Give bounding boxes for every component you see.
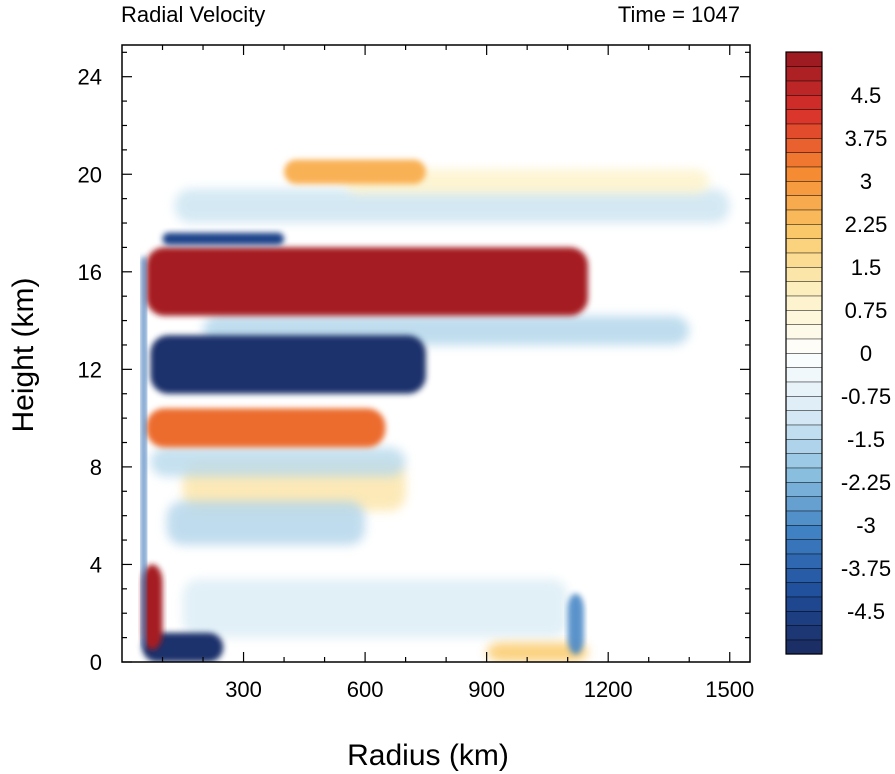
colorbar-box xyxy=(785,510,823,526)
x-tick-label: 300 xyxy=(225,677,262,702)
heatmap-feature-3 xyxy=(146,408,386,448)
colorbar-box xyxy=(785,266,823,282)
colorbar-frame xyxy=(785,51,823,655)
colorbar-box xyxy=(785,596,823,612)
colorbar-box xyxy=(785,123,823,139)
colorbar xyxy=(785,51,823,655)
x-tick-label: 600 xyxy=(347,677,384,702)
colorbar-box xyxy=(785,338,823,354)
heatmap-feature-4 xyxy=(142,632,224,662)
heatmap-feature-0 xyxy=(146,247,588,316)
colorbar-box xyxy=(785,481,823,497)
colorbar-label: -4.5 xyxy=(847,599,885,624)
colorbar-box xyxy=(785,524,823,540)
colorbar-box xyxy=(785,180,823,196)
x-axis: 300 600 900 1200 1500 xyxy=(161,45,754,702)
heatmap-blob xyxy=(344,169,710,194)
chart-title-right: Time = 1047 xyxy=(618,2,740,27)
heatmap-blob xyxy=(150,447,406,477)
heatmap-feature-2 xyxy=(150,335,426,394)
heatmap-eyewall xyxy=(141,257,147,648)
colorbar-label: 3 xyxy=(860,169,872,194)
colorbar-box xyxy=(785,582,823,598)
colorbar-box xyxy=(785,209,823,225)
colorbar-box xyxy=(785,281,823,297)
heatmap-feature-1 xyxy=(162,232,285,245)
colorbar-box xyxy=(785,567,823,583)
colorbar-box xyxy=(785,195,823,211)
chart-title-left: Radial Velocity xyxy=(121,2,265,27)
colorbar-box xyxy=(785,553,823,569)
colorbar-box xyxy=(785,496,823,512)
colorbar-box xyxy=(785,381,823,397)
y-tick-label: 4 xyxy=(90,552,102,577)
colorbar-box xyxy=(785,66,823,82)
heatmap-feature-6 xyxy=(284,159,426,185)
heatmap-blob xyxy=(166,501,366,545)
colorbar-label: -3 xyxy=(856,513,876,538)
y-axis-title: Height (km) xyxy=(7,277,40,432)
colorbar-box xyxy=(785,166,823,182)
colorbar-box xyxy=(785,252,823,268)
colorbar-labels: -4.5 -3.75 -3 -2.25 -1.5 -0.75 0 0.75 1.5 2.25 3 3.… xyxy=(841,83,891,624)
colorbar-box xyxy=(785,424,823,440)
x-tick-label: 1500 xyxy=(705,677,754,702)
colorbar-box xyxy=(785,152,823,168)
colorbar-box xyxy=(785,51,823,67)
y-tick-label: 8 xyxy=(90,455,102,480)
y-tick-label: 20 xyxy=(78,162,102,187)
colorbar-box xyxy=(785,539,823,555)
colorbar-box xyxy=(785,367,823,383)
heatmap-blob xyxy=(182,579,568,638)
colorbar-box xyxy=(785,639,823,655)
colorbar-box xyxy=(785,610,823,626)
colorbar-box xyxy=(785,625,823,641)
colorbar-box xyxy=(785,137,823,153)
y-axis: 0 4 8 12 16 20 24 xyxy=(78,51,750,675)
colorbar-box xyxy=(785,238,823,254)
colorbar-box xyxy=(785,309,823,325)
y-tick-label: 16 xyxy=(78,260,102,285)
colorbar-label: 0.75 xyxy=(845,298,888,323)
colorbar-box xyxy=(785,352,823,368)
colorbar-label: -3.75 xyxy=(841,556,891,581)
colorbar-label: -0.75 xyxy=(841,384,891,409)
colorbar-label: 1.5 xyxy=(851,255,882,280)
heatmap-field xyxy=(141,159,730,662)
colorbar-label: 3.75 xyxy=(845,126,888,151)
colorbar-box xyxy=(785,109,823,125)
plot-frame xyxy=(121,44,751,663)
y-tick-label: 24 xyxy=(78,65,102,90)
colorbar-label: -2.25 xyxy=(841,470,891,495)
colorbar-box xyxy=(785,80,823,96)
colorbar-box xyxy=(785,295,823,311)
colorbar-box xyxy=(785,324,823,340)
heatmap-blob xyxy=(174,188,730,224)
y-tick-label: 0 xyxy=(90,650,102,675)
colorbar-box xyxy=(785,395,823,411)
colorbar-label: -1.5 xyxy=(847,427,885,452)
y-tick-label: 12 xyxy=(78,357,102,382)
colorbar-box xyxy=(785,94,823,110)
heatmap-blob xyxy=(567,593,584,655)
colorbar-box xyxy=(785,223,823,239)
colorbar-box xyxy=(785,467,823,483)
heatmap-feature-5 xyxy=(142,564,163,650)
x-axis-title: Radius (km) xyxy=(347,739,509,772)
colorbar-box xyxy=(785,438,823,454)
colorbar-label: 2.25 xyxy=(845,212,888,237)
x-tick-label: 900 xyxy=(468,677,505,702)
colorbar-box xyxy=(785,410,823,426)
x-tick-label: 1200 xyxy=(584,677,633,702)
colorbar-label: 4.5 xyxy=(851,83,882,108)
colorbar-label: 0 xyxy=(860,341,872,366)
heatmap-blob xyxy=(486,642,588,662)
colorbar-box xyxy=(785,453,823,469)
